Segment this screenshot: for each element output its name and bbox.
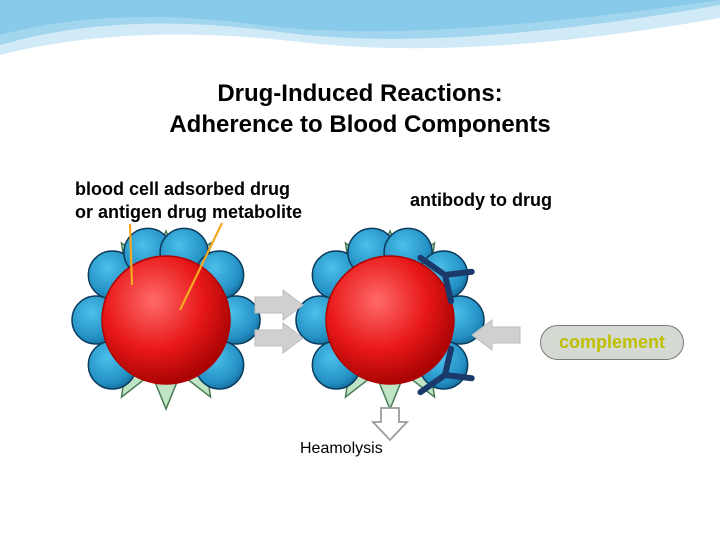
- label-complement: complement: [540, 325, 684, 360]
- label-heamolysis: Heamolysis: [300, 440, 383, 458]
- diagram-canvas: [0, 0, 720, 540]
